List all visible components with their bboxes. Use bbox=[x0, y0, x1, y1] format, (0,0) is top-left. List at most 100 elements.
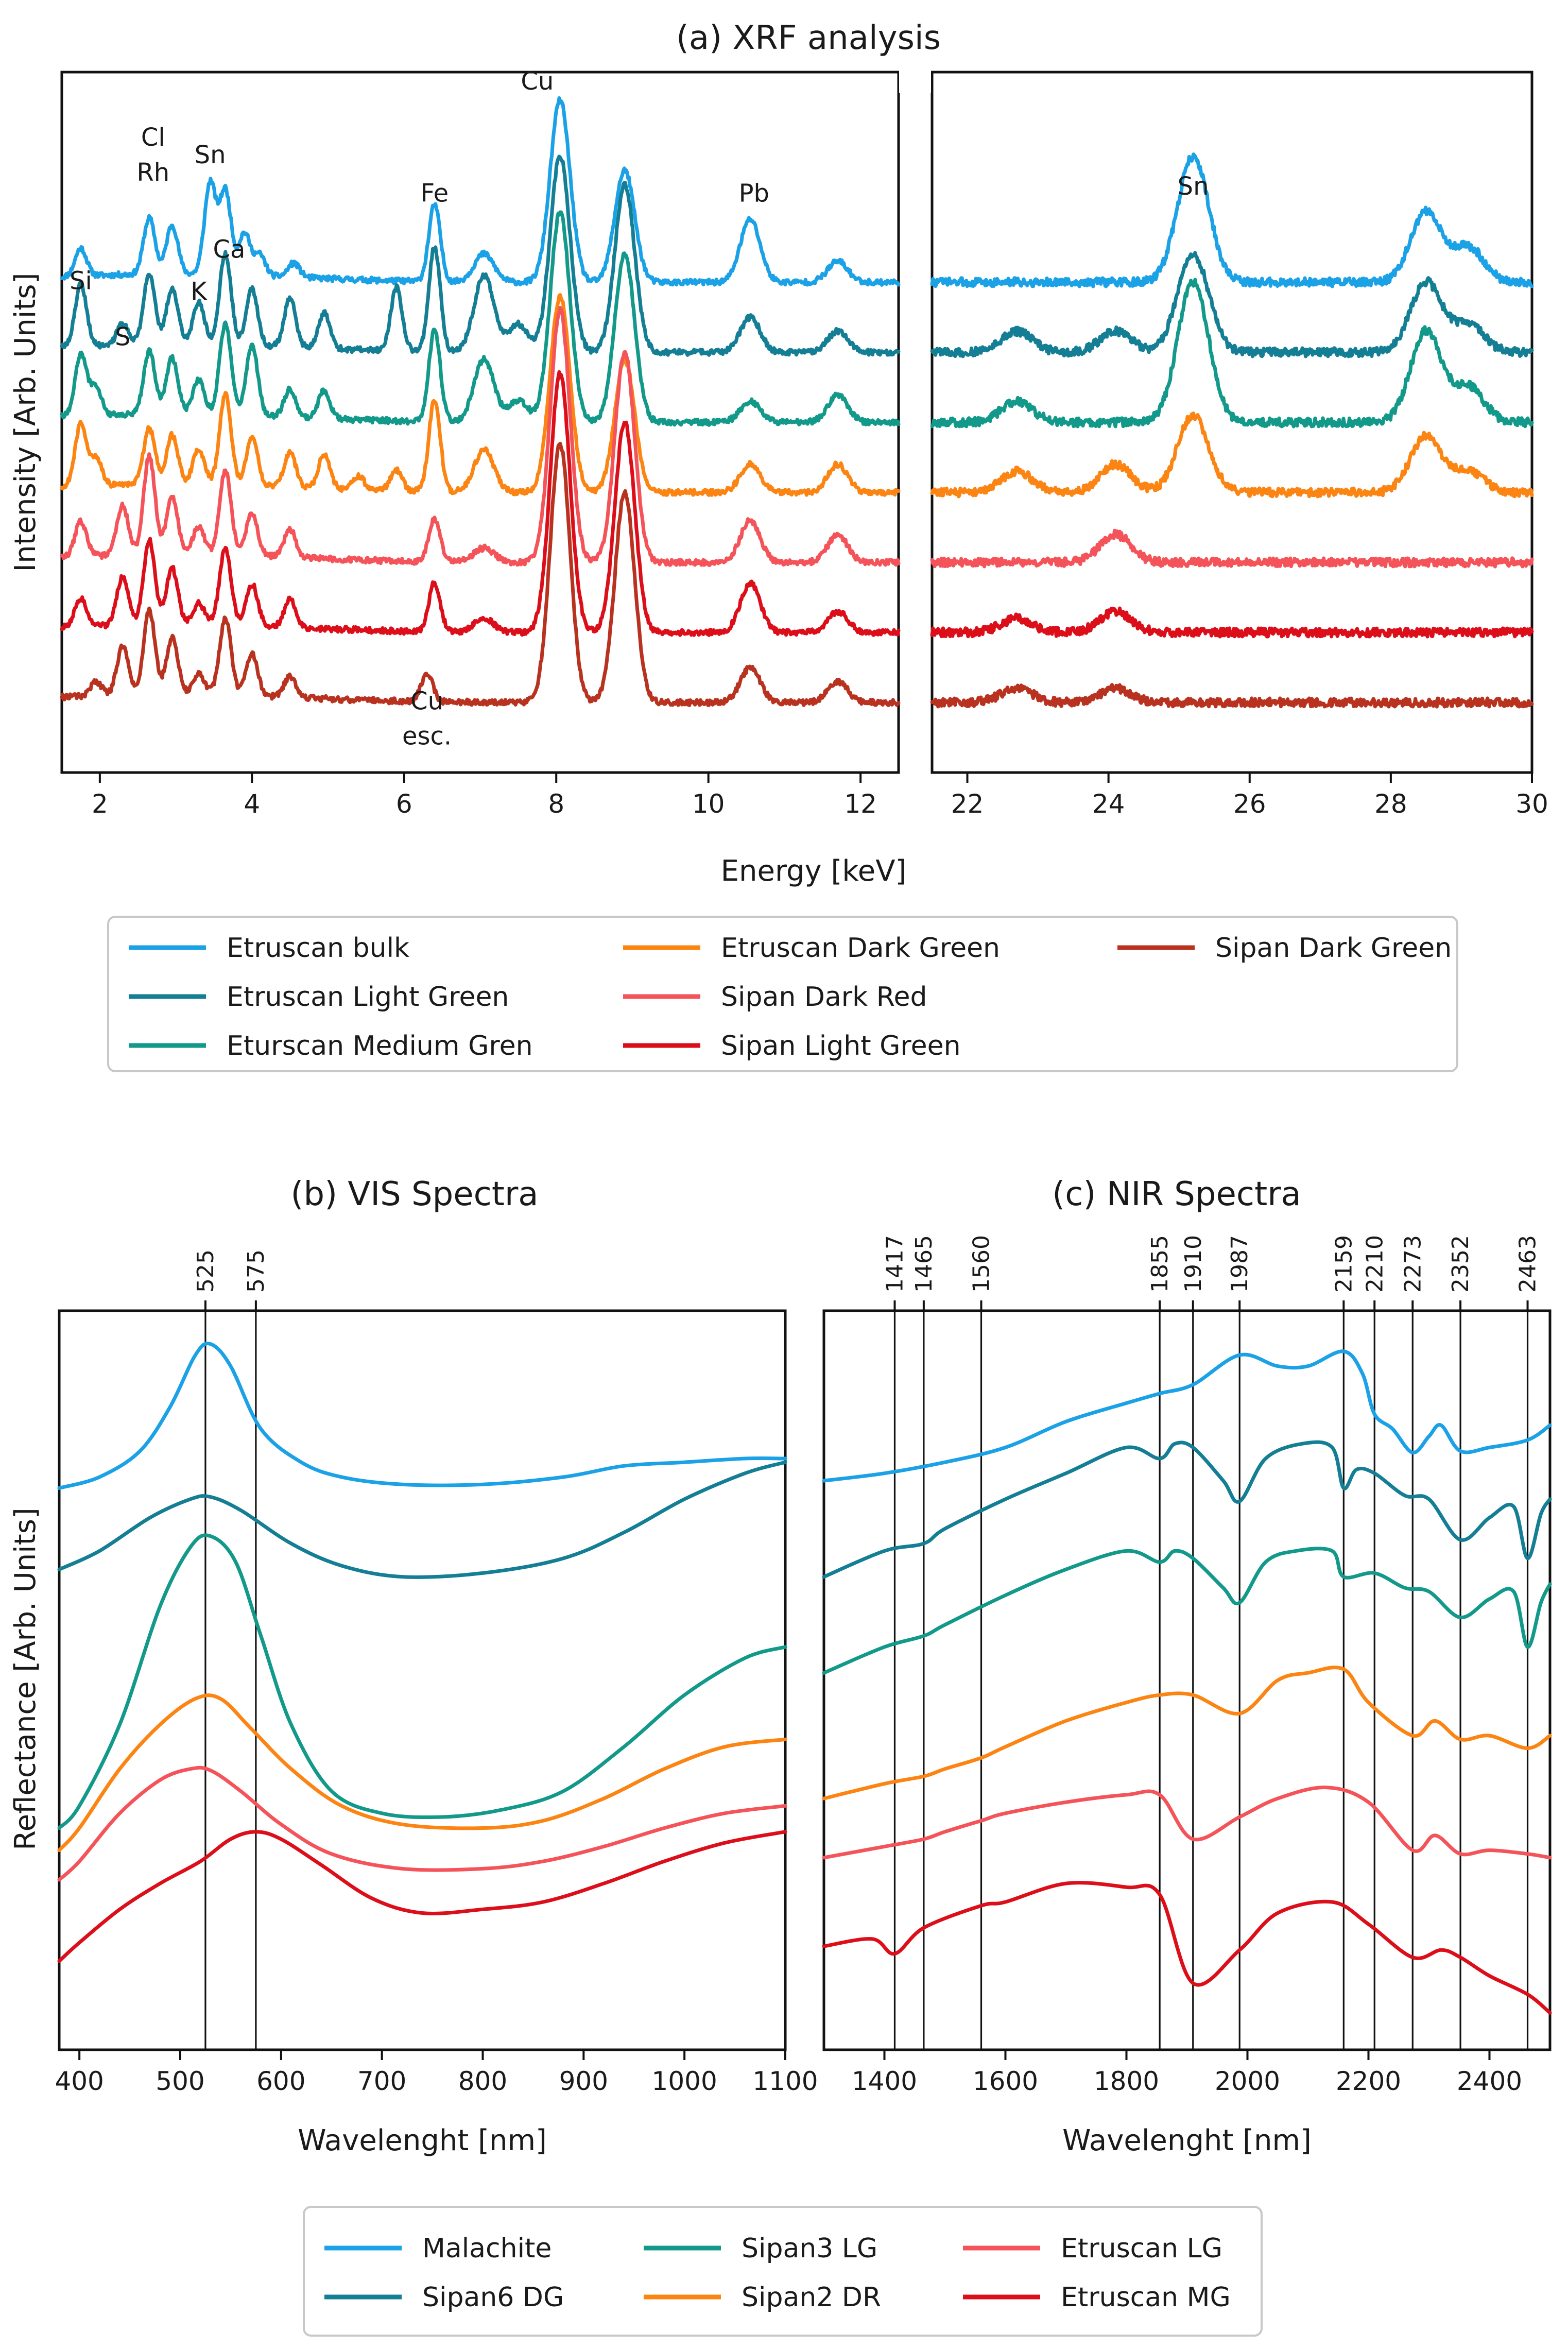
panel-a-right-plot bbox=[930, 152, 1534, 709]
panel-c-series-line bbox=[822, 1547, 1552, 1675]
xrf-series-line-left bbox=[60, 370, 901, 637]
xrf-series-line-right bbox=[930, 152, 1534, 288]
xrf-series-line-right bbox=[930, 278, 1534, 428]
xrf-legend-label: Etruscan bulk bbox=[227, 933, 409, 964]
panel-c-reference-label: 2352 bbox=[1448, 1235, 1474, 1293]
spectra-legend-label: Etruscan MG bbox=[1061, 2282, 1231, 2313]
panel-c-reference-label: 1910 bbox=[1180, 1235, 1207, 1293]
panel-a-left-tick-label: 4 bbox=[244, 789, 260, 819]
panel-c-series-line bbox=[822, 1440, 1552, 1579]
panel-b-ticks: 400 500 600 700 800 900 1000 1100 bbox=[55, 2050, 818, 2096]
panel-c-tick-label: 2000 bbox=[1215, 2066, 1280, 2096]
panel-c-reference-lines: 1417 1465 1560 1855 1910 1987 2159 2210 2273 2352… bbox=[882, 1235, 1541, 2050]
panel-a-xlabel: Energy [keV] bbox=[721, 854, 907, 888]
spectra-legend-label: Etruscan LG bbox=[1061, 2233, 1222, 2264]
panel-a-annotations: Si S Cl Rh Sn CaK Fe Cu Pb Cu esc. Sn bbox=[70, 67, 1209, 751]
panel-b: (b) VIS Spectra 400 500 600 700 800 900 1000 11… bbox=[9, 1175, 818, 2157]
panel-c-frame bbox=[822, 1309, 1552, 2051]
xrf-series-line-right bbox=[930, 528, 1534, 569]
xrf-series-line-right bbox=[930, 411, 1534, 499]
panel-a-left-plot bbox=[60, 96, 901, 707]
panel-a-right-tick-label: 22 bbox=[951, 789, 984, 819]
xrf-peak-annotation: Ca bbox=[213, 235, 246, 264]
xrf-peak-annotation: Cu bbox=[521, 67, 554, 96]
spectra-legend-box bbox=[303, 2206, 1263, 2337]
xrf-legend-label: Etruscan Dark Green bbox=[721, 933, 1000, 964]
xrf-legend-label: Etruscan Light Green bbox=[227, 982, 509, 1013]
panel-c-reference-label: 1987 bbox=[1227, 1235, 1253, 1293]
panel-c-series-line bbox=[822, 1349, 1552, 1483]
panel-a-right-tick-label: 24 bbox=[1092, 789, 1125, 819]
xrf-legend-label: Sipan Dark Green bbox=[1215, 933, 1452, 964]
panel-a-ylabel: Intensity [Arb. Units] bbox=[9, 273, 42, 572]
panel-b-tick-label: 700 bbox=[357, 2066, 406, 2096]
xrf-peak-annotation: Sn bbox=[195, 141, 226, 169]
panel-b-tick-label: 500 bbox=[156, 2066, 204, 2096]
panel-a-left-tick-label: 10 bbox=[692, 789, 725, 819]
xrf-series-line-left bbox=[60, 441, 901, 707]
panel-b-series-line bbox=[57, 1765, 787, 1882]
panel-c-reference-label: 1560 bbox=[969, 1235, 995, 1293]
panel-b-tick-label: 600 bbox=[256, 2066, 305, 2096]
panel-b-reference-lines: 525 575 bbox=[193, 1249, 269, 2050]
panel-b-title: (b) VIS Spectra bbox=[291, 1175, 539, 1213]
panel-b-series-line bbox=[57, 1693, 787, 1853]
xrf-peak-annotation: Cl bbox=[141, 123, 165, 152]
panel-a-break-gap bbox=[899, 62, 931, 93]
panel-c: (c) NIR Spectra 1400 1600 1800 2000 2200 2400… bbox=[822, 1175, 1552, 2157]
xrf-peak-annotation: esc. bbox=[402, 722, 452, 751]
panel-b-series-line bbox=[57, 1533, 787, 1830]
panel-a-left-tick-label: 6 bbox=[396, 789, 412, 819]
xrf-legend-entries: Etruscan bulk Etruscan Light Green Etursca… bbox=[129, 933, 1452, 1061]
spectra-legend-label: Malachite bbox=[422, 2233, 552, 2264]
xrf-peak-annotation: Pb bbox=[739, 179, 769, 208]
xrf-legend-label: Sipan Light Green bbox=[721, 1031, 961, 1061]
spectra-legend-label: Sipan2 DR bbox=[742, 2282, 881, 2313]
panel-c-reference-label: 2159 bbox=[1331, 1235, 1357, 1293]
panel-a-right-tick-label: 28 bbox=[1374, 789, 1407, 819]
panel-c-tick-label: 2400 bbox=[1457, 2066, 1522, 2096]
panel-a-title: (a) XRF analysis bbox=[676, 19, 941, 57]
spectra-legend: Malachite Sipan6 DG Sipan3 LG Sipan2 DR Etru… bbox=[303, 2206, 1263, 2337]
panel-b-tick-label: 1100 bbox=[752, 2066, 818, 2096]
xrf-legend-box bbox=[107, 916, 1458, 1072]
panel-c-reference-label: 2210 bbox=[1362, 1235, 1388, 1293]
xrf-series-line-right bbox=[930, 251, 1534, 358]
spectra-legend-label: Sipan6 DG bbox=[422, 2282, 564, 2313]
panel-b-xlabel: Wavelenght [nm] bbox=[298, 2124, 547, 2157]
panel-b-ylabel: Reflectance [Arb. Units] bbox=[9, 1507, 42, 1850]
panel-c-xlabel: Wavelenght [nm] bbox=[1062, 2124, 1312, 2157]
panel-c-reference-label: 1855 bbox=[1147, 1235, 1173, 1293]
panel-c-tick-label: 2200 bbox=[1336, 2066, 1401, 2096]
panel-b-series bbox=[57, 1342, 787, 1963]
xrf-peak-annotation: S bbox=[115, 322, 130, 351]
panel-c-series-line bbox=[822, 1881, 1552, 2015]
spectra-legend-label: Sipan3 LG bbox=[742, 2233, 877, 2264]
xrf-peak-annotation: Fe bbox=[421, 179, 449, 208]
panel-c-series bbox=[822, 1349, 1552, 2015]
panel-a-right-tick-label: 30 bbox=[1515, 789, 1548, 819]
xrf-series-line-left bbox=[60, 305, 901, 567]
panel-c-series-line bbox=[822, 1786, 1552, 1860]
panel-c-title: (c) NIR Spectra bbox=[1052, 1175, 1301, 1213]
panel-c-reference-label: 1465 bbox=[911, 1235, 937, 1293]
panel-c-reference-label: 1417 bbox=[882, 1235, 908, 1293]
spectra-legend-entries: Malachite Sipan6 DG Sipan3 LG Sipan2 DR Etru… bbox=[324, 2233, 1231, 2313]
xrf-series-line-left bbox=[60, 210, 901, 427]
panel-c-tick-label: 1400 bbox=[852, 2066, 917, 2096]
panel-c-tick-label: 1800 bbox=[1094, 2066, 1159, 2096]
panel-b-tick-label: 400 bbox=[55, 2066, 104, 2096]
xrf-peak-annotation: Si bbox=[70, 267, 92, 296]
xrf-peak-annotation: Sn bbox=[1178, 172, 1209, 201]
panel-b-series-line bbox=[57, 1830, 787, 1963]
xrf-peak-annotation: Cu bbox=[410, 687, 443, 716]
panel-c-series-line bbox=[822, 1666, 1552, 1801]
xrf-legend-label: Eturscan Medium Gren bbox=[227, 1031, 533, 1061]
xrf-series-line-left bbox=[60, 293, 901, 497]
xrf-series-line-left bbox=[60, 96, 901, 287]
panel-a: (a) XRF analysis 2 4 6 8 10 12 22 24 26 28 30 SiS… bbox=[9, 19, 1548, 888]
xrf-legend-label: Sipan Dark Red bbox=[721, 982, 927, 1013]
panel-b-series-line bbox=[57, 1342, 787, 1490]
panel-b-series-line bbox=[57, 1460, 787, 1579]
panel-b-reference-label: 575 bbox=[243, 1249, 269, 1293]
